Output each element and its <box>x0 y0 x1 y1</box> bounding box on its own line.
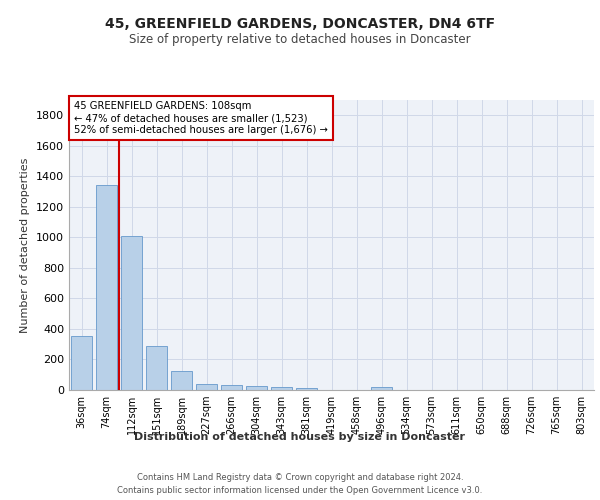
Bar <box>196 384 217 390</box>
Bar <box>221 384 242 390</box>
Bar <box>96 184 117 390</box>
Text: Size of property relative to detached houses in Doncaster: Size of property relative to detached ho… <box>129 32 471 46</box>
Text: 45 GREENFIELD GARDENS: 108sqm
← 47% of detached houses are smaller (1,523)
52% o: 45 GREENFIELD GARDENS: 108sqm ← 47% of d… <box>74 102 328 134</box>
Text: Contains public sector information licensed under the Open Government Licence v3: Contains public sector information licen… <box>118 486 482 495</box>
Y-axis label: Number of detached properties: Number of detached properties <box>20 158 31 332</box>
Bar <box>146 346 167 390</box>
Bar <box>296 388 317 390</box>
Bar <box>371 387 392 390</box>
Bar <box>171 371 192 390</box>
Text: 45, GREENFIELD GARDENS, DONCASTER, DN4 6TF: 45, GREENFIELD GARDENS, DONCASTER, DN4 6… <box>105 18 495 32</box>
Text: Distribution of detached houses by size in Doncaster: Distribution of detached houses by size … <box>134 432 466 442</box>
Bar <box>271 387 292 390</box>
Bar <box>121 236 142 390</box>
Bar <box>246 386 267 390</box>
Bar <box>71 336 92 390</box>
Text: Contains HM Land Registry data © Crown copyright and database right 2024.: Contains HM Land Registry data © Crown c… <box>137 472 463 482</box>
